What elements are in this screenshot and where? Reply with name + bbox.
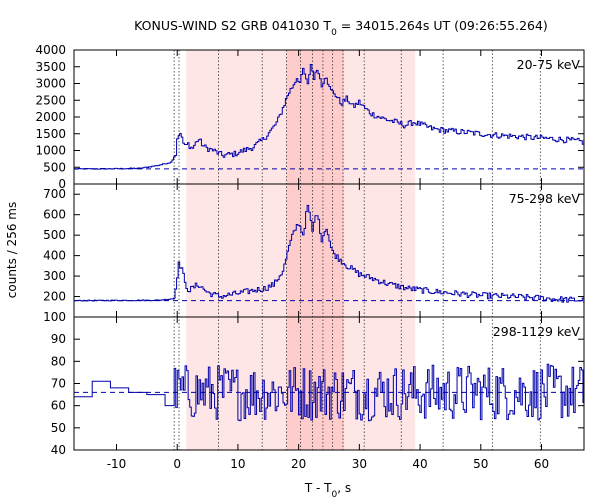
y-tick-label: 600 [43,208,66,222]
light-curve-series [74,204,585,304]
y-tick-label: 100 [43,310,66,324]
y-tick-label: 3500 [35,60,66,74]
y-tick-label: 1000 [35,144,66,158]
chart-title: KONUS-WIND S2 GRB 041030 T0 = 34015.264s… [134,18,548,38]
y-tick-label: 4000 [35,43,66,57]
y-tick-label: 500 [43,160,66,174]
x-axis-label: T - T0, s [304,481,351,500]
x-tick-label: 10 [230,457,245,471]
x-tick-label: 30 [352,457,367,471]
y-tick-label: 3000 [35,77,66,91]
energy-band-label: 298-1129 keV [493,324,581,339]
y-tick-label: 60 [51,399,66,413]
y-tick-label: 40 [51,443,66,457]
y-tick-label: 300 [43,269,66,283]
energy-band-label: 20-75 keV [517,57,581,72]
y-tick-label: 70 [51,377,66,391]
panel-2: 40 50 60 70 80 90 298-1129 keV [51,316,585,457]
y-tick-label: 1500 [35,127,66,141]
x-tick-label: 50 [473,457,488,471]
energy-band-label: 75-298 keV [509,191,581,206]
x-tick-label: 60 [534,457,549,471]
y-tick-label: 80 [51,354,66,368]
y-tick-label: 50 [51,421,66,435]
y-tick-label: 500 [43,228,66,242]
light-curve-series [74,363,584,422]
x-tick-label: -10 [107,457,127,471]
y-axis-label: counts / 256 ms [5,202,19,298]
x-tick-label: 40 [412,457,427,471]
x-tick-label: 20 [291,457,306,471]
y-tick-label: 90 [51,332,66,346]
y-tick-label: 400 [43,249,66,263]
y-tick-label: 2500 [35,93,66,107]
y-tick-label: 0 [58,177,66,191]
light-curve-series [74,64,585,170]
x-tick-label: 0 [173,457,181,471]
y-tick-label: 200 [43,290,66,304]
y-tick-label: 2000 [35,110,66,124]
panel-0: 0 500 1000 1500 2000 2500 3000 3500 4000 20-75 ke… [35,43,585,191]
y-tick-label: 700 [43,187,66,201]
